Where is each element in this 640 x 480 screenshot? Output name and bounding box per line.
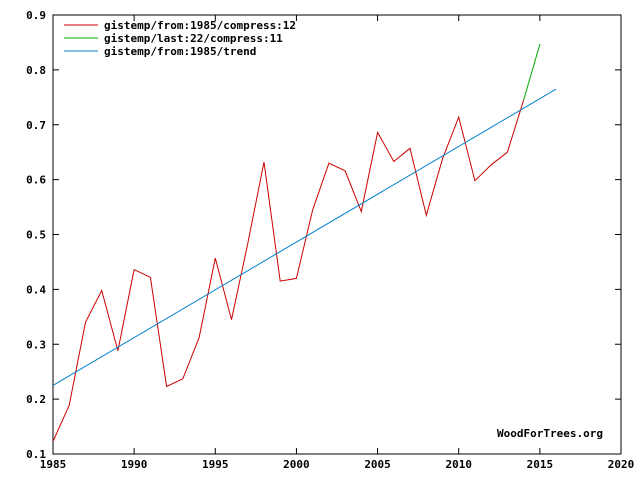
y-tick-label: 0.3 <box>26 338 46 351</box>
plot-frame <box>52 14 622 455</box>
series-line-1 <box>523 43 541 101</box>
y-tick-label: 0.4 <box>26 283 46 296</box>
y-tick-label: 0.6 <box>26 174 46 187</box>
series-line-0 <box>52 99 525 442</box>
y-tick-label: 0.9 <box>26 9 46 22</box>
credit-label: WoodForTrees.org <box>497 427 603 440</box>
x-tick-label: 2005 <box>364 458 391 471</box>
x-tick-label: 2000 <box>283 458 310 471</box>
y-tick-label: 0.7 <box>26 119 46 132</box>
legend-label-1: gistemp/last:22/compress:11 <box>104 32 283 45</box>
y-tick-label: 0.8 <box>26 64 46 77</box>
x-tick-label: 1995 <box>202 458 229 471</box>
series-line-2 <box>52 88 557 386</box>
legend-label-2: gistemp/from:1985/trend <box>104 45 256 58</box>
x-tick-label: 1990 <box>121 458 148 471</box>
legend-label-0: gistemp/from:1985/compress:12 <box>104 19 296 32</box>
series-lines <box>52 43 557 442</box>
axis-ticks: 1985 1990 1995 2000 2005 2010 2015 2020 0.1 0.2 0.… <box>26 9 634 471</box>
y-tick-label: 0.1 <box>26 448 46 461</box>
y-tick-label: 0.5 <box>26 229 46 242</box>
x-tick-label: 2010 <box>445 458 472 471</box>
x-tick-label: 2020 <box>608 458 635 471</box>
x-tick-label: 1985 <box>40 458 67 471</box>
x-tick-label: 2015 <box>527 458 554 471</box>
y-tick-label: 0.2 <box>26 393 46 406</box>
legend: gistemp/from:1985/compress:12gistemp/las… <box>64 19 296 58</box>
